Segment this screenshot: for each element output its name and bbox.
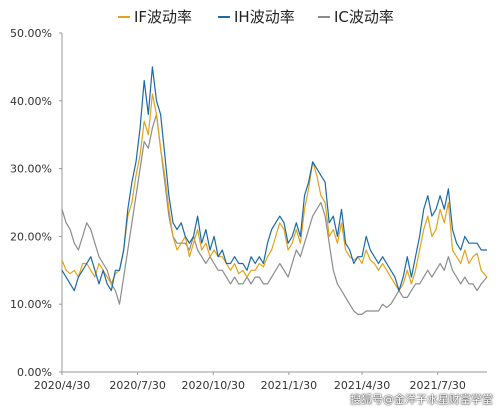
x-tick-label: 2020/7/30 [109,379,165,392]
legend-label-if: IF波动率 [134,8,192,26]
series-line-ih [61,66,487,292]
x-tick-label: 2020/10/30 [182,379,245,392]
y-tick-label: 0.00% [17,366,52,379]
legend-label-ic: IC波动率 [334,8,394,26]
y-tick-label: 30.00% [10,163,52,176]
y-tick-label: 10.00% [10,298,52,311]
x-tick-label: 2021/1/30 [261,379,317,392]
legend: IF波动率 IH波动率 IC波动率 [118,8,394,26]
watermark-text: 搜狐号@金洋子水星财富学堂 [350,393,493,406]
x-tick-label: 2020/4/30 [34,379,90,392]
y-tick-label: 20.00% [10,230,52,243]
x-axis: 2020/4/30 2020/7/30 2020/10/30 2021/1/30 202… [34,371,487,392]
series-line-if [61,93,488,292]
series-line-ic [61,113,488,315]
legend-label-ih: IH波动率 [234,8,295,26]
y-tick-label: 40.00% [10,95,52,108]
y-tick-label: 50.00% [10,27,52,40]
x-tick-label: 2021/4/30 [334,379,390,392]
y-axis: 0.00% 10.00% 20.00% 30.00% 40.00% 50.00% [10,27,63,379]
plot-area [61,66,488,315]
x-tick-label: 2021/7/30 [409,379,465,392]
